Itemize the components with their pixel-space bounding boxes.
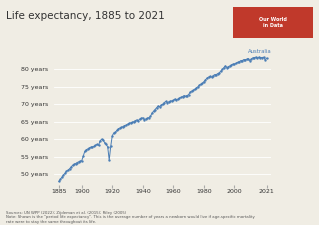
Text: Australia: Australia: [248, 49, 272, 54]
Text: Sources: UN WPP (2022); Zijdeman et al. (2015); Riley (2005)
Note: Shown is the : Sources: UN WPP (2022); Zijdeman et al. …: [6, 211, 255, 224]
Text: Life expectancy, 1885 to 2021: Life expectancy, 1885 to 2021: [6, 11, 165, 21]
Text: Our World
in Data: Our World in Data: [259, 17, 287, 28]
